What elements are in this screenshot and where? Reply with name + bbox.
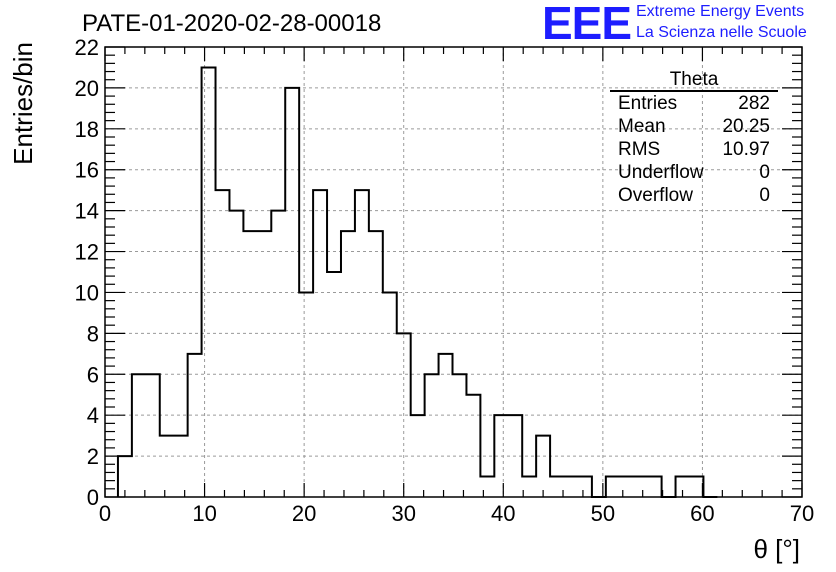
logo-text-line-2: La Scienza nelle Scuole (636, 24, 807, 41)
stats-label: Entries (618, 93, 678, 114)
stats-row-rms: RMS 10.97 (610, 138, 778, 161)
histogram-bin (634, 477, 648, 497)
eee-logo: EEE (542, 0, 632, 49)
y-tick-label: 14 (75, 199, 99, 224)
histogram-bin (271, 211, 285, 497)
stats-box-title: Theta (610, 70, 778, 92)
histogram-bin (536, 436, 550, 497)
histogram-bin (327, 272, 341, 497)
y-tick-label: 10 (75, 280, 99, 305)
histogram-bin (564, 477, 578, 497)
axis-ticks (104, 46, 803, 498)
histogram-bin (146, 374, 160, 497)
histogram-bin (522, 477, 536, 497)
x-tick-label: 50 (591, 501, 615, 526)
y-tick-label: 6 (87, 362, 99, 387)
histogram-bin (620, 477, 634, 497)
histogram-bin (383, 292, 397, 497)
histogram-bin (466, 395, 480, 497)
y-tick-label: 18 (75, 117, 99, 142)
stats-row-mean: Mean 20.25 (610, 115, 778, 138)
y-tick-label: 12 (75, 240, 99, 265)
stats-value: 0 (759, 185, 770, 206)
histogram-bin (216, 190, 230, 497)
histogram-bin (480, 477, 494, 497)
histogram-bin (606, 477, 620, 497)
stats-value: 20.25 (722, 116, 770, 137)
x-tick-label: 0 (99, 501, 111, 526)
y-tick-label: 20 (75, 76, 99, 101)
histogram-bin (313, 190, 327, 497)
y-axis-label: Entries/bin (8, 42, 38, 165)
stats-label: Underflow (618, 162, 704, 183)
histogram-bin (425, 374, 439, 497)
stats-label: Mean (618, 116, 666, 137)
x-tick-label: 40 (491, 501, 515, 526)
logo-text-line-1: Extreme Energy Events (636, 3, 805, 20)
x-tick-label: 60 (690, 501, 714, 526)
y-tick-label: 22 (75, 35, 99, 60)
histogram-bin (243, 231, 257, 497)
plot-frame (104, 46, 803, 498)
stats-row-underflow: Underflow 0 (610, 161, 778, 184)
stats-value: 0 (759, 162, 770, 183)
stats-row-entries: Entries 282 (610, 92, 778, 115)
stats-row-overflow: Overflow 0 (610, 184, 778, 207)
histogram-bin (202, 67, 216, 497)
histogram-bin (174, 436, 188, 497)
x-tick-label: 70 (790, 501, 814, 526)
y-tick-label: 0 (87, 485, 99, 510)
stats-label: Overflow (618, 185, 693, 206)
stats-label: RMS (618, 139, 661, 160)
histogram-bin (578, 477, 592, 497)
grid-lines (105, 47, 802, 497)
histogram-bin (229, 211, 243, 497)
histogram-bin (160, 436, 174, 497)
stats-value: 10.97 (722, 139, 770, 160)
x-axis-label: θ [°] (753, 534, 800, 564)
chart-title: PATE-01-2020-02-28-00018 (82, 10, 382, 37)
x-tick-label: 30 (391, 501, 415, 526)
histogram-bin (257, 231, 271, 497)
histogram-bin (188, 354, 202, 497)
histogram-bin (439, 354, 453, 497)
histogram-bin (689, 477, 703, 497)
y-tick-label: 2 (87, 444, 99, 469)
histogram-bin (355, 190, 369, 497)
y-tick-label: 4 (87, 403, 99, 428)
stats-box: Theta Entries 282 Mean 20.25 RMS 10.97 U… (610, 70, 778, 207)
axis-tick-labels: 0 10 20 30 40 50 60 70 0 2 4 6 8 10 12 14 16 18 20 22 (75, 35, 815, 526)
stats-value: 282 (738, 93, 770, 114)
y-tick-label: 16 (75, 158, 99, 183)
y-tick-label: 8 (87, 321, 99, 346)
histogram-bin (648, 477, 662, 497)
histogram-bin (132, 374, 146, 497)
x-tick-label: 20 (292, 501, 316, 526)
histogram-bin (299, 292, 313, 497)
histogram-bin (369, 231, 383, 497)
histogram-bin (341, 231, 355, 497)
x-tick-label: 10 (192, 501, 216, 526)
histogram-bin (550, 477, 564, 497)
histogram-bin (453, 374, 467, 497)
